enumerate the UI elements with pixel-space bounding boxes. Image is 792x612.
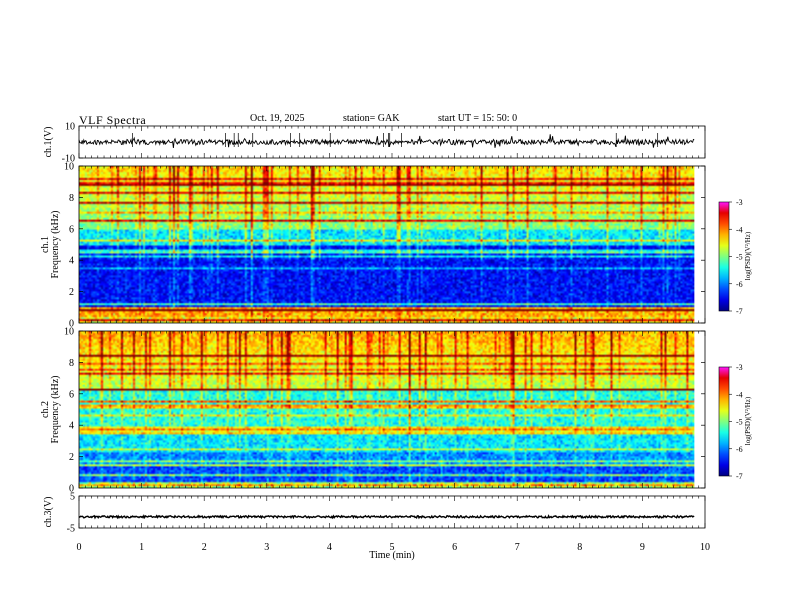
colorbar-tick-label: -5 bbox=[736, 253, 743, 262]
ch1-spectrogram-colorbar-label: log(PSD)(V²/Hz) bbox=[744, 231, 752, 280]
y-tick-label: 0 bbox=[69, 319, 74, 330]
ch2-spectrogram-panel: 0 2 4 6 8 10 ch.2 Frequency (kHz) -3 -4 -5 -6 -7 log(… bbox=[40, 327, 752, 495]
x-tick-label: 0 bbox=[77, 542, 82, 553]
y-tick-label: 2 bbox=[69, 452, 74, 463]
y-tick-label: 4 bbox=[69, 421, 74, 432]
y-tick-label: 10 bbox=[64, 327, 74, 338]
time-axis: 0 1 2 3 4 5 6 7 8 9 10 Time (min) bbox=[77, 126, 710, 561]
y-tick-label: 2 bbox=[69, 287, 74, 298]
x-tick-label: 10 bbox=[700, 542, 710, 553]
colorbar-tick-label: -3 bbox=[736, 198, 743, 207]
y-tick-label: -5 bbox=[67, 524, 75, 535]
ch2-spectrogram-colorbar bbox=[718, 366, 730, 477]
x-tick-label: 6 bbox=[452, 542, 457, 553]
x-tick-label: 2 bbox=[202, 542, 207, 553]
ch1-spectrogram-ylabel: Frequency (kHz) bbox=[50, 210, 61, 278]
y-tick-label: 8 bbox=[69, 193, 74, 204]
x-tick-label: 3 bbox=[264, 542, 269, 553]
ch1-waveform-panel: 10 -10 ch.1(V) bbox=[43, 122, 706, 165]
x-axis-label: Time (min) bbox=[369, 550, 414, 561]
colorbar-tick-label: -7 bbox=[736, 307, 743, 316]
ch3-waveform-trace bbox=[78, 514, 695, 520]
x-tick-label: 1 bbox=[139, 542, 144, 553]
ch3-waveform-ylabel: ch.3(V) bbox=[43, 497, 54, 528]
ch2-spectrogram-channel-label: ch.2 bbox=[40, 401, 51, 418]
ch1-waveform-trace bbox=[78, 134, 695, 149]
ch1-spectrogram-channel-label: ch.1 bbox=[40, 236, 51, 253]
ch2-spectrogram-colorbar-label: log(PSD)(V²/Hz) bbox=[744, 396, 752, 445]
chart-title: VLF Spectra bbox=[79, 113, 147, 127]
y-tick-label: 4 bbox=[69, 256, 74, 267]
x-tick-label: 4 bbox=[327, 542, 332, 553]
date-label: Oct. 19, 2025 bbox=[250, 113, 305, 124]
ch1-spectrogram-colorbar bbox=[718, 201, 730, 312]
y-tick-label: 5 bbox=[70, 492, 75, 503]
y-tick-label: 10 bbox=[64, 162, 74, 173]
colorbar-tick-label: -4 bbox=[736, 390, 743, 399]
colorbar-tick-label: -4 bbox=[736, 225, 743, 234]
y-tick-label: -10 bbox=[62, 154, 75, 165]
ch2-spectrogram-ylabel: Frequency (kHz) bbox=[50, 375, 61, 443]
colorbar-tick-label: -7 bbox=[736, 472, 743, 481]
ch1-waveform-ylabel: ch.1(V) bbox=[43, 127, 54, 158]
y-tick-label: 0 bbox=[69, 484, 74, 495]
x-tick-label: 7 bbox=[515, 542, 520, 553]
x-tick-label: 9 bbox=[640, 542, 645, 553]
station-label: station= GAK bbox=[343, 113, 400, 124]
ch1-spectrogram-image bbox=[79, 166, 695, 323]
colorbar-tick-label: -3 bbox=[736, 363, 743, 372]
x-tick-label: 8 bbox=[577, 542, 582, 553]
y-tick-label: 6 bbox=[69, 224, 74, 235]
colorbar-tick-label: -6 bbox=[736, 280, 743, 289]
ch1-spectrogram-panel: 0 2 4 6 8 10 ch.1 Frequency (kHz) -3 -4 -5 -6 -7 log(… bbox=[40, 162, 752, 330]
start-ut-label: start UT = 15: 50: 0 bbox=[438, 113, 518, 124]
colorbar-tick-label: -5 bbox=[736, 418, 743, 427]
x-tick-label: 5 bbox=[390, 542, 395, 553]
y-tick-label: 8 bbox=[69, 358, 74, 369]
ch3-waveform-panel: 5 -5 ch.3(V) bbox=[43, 492, 706, 535]
y-tick-label: 10 bbox=[65, 122, 75, 133]
y-tick-label: 6 bbox=[69, 389, 74, 400]
ch2-spectrogram-image bbox=[79, 331, 695, 488]
colorbar-tick-label: -6 bbox=[736, 445, 743, 454]
